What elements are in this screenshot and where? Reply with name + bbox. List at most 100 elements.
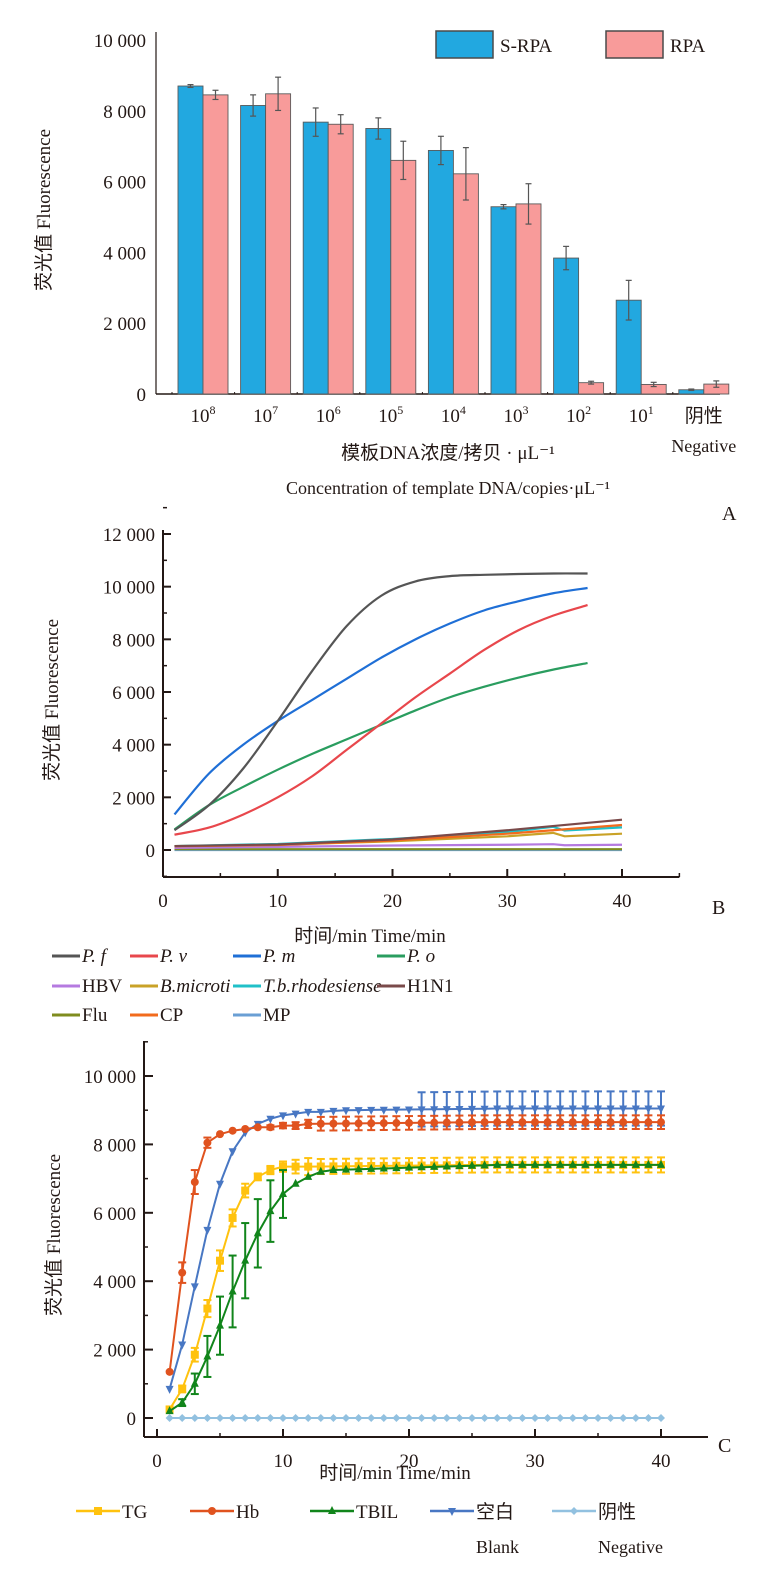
marker-circle xyxy=(631,1118,640,1127)
chart-c-y-tick-label: 8 000 xyxy=(93,1135,136,1156)
marker-triangle-up xyxy=(594,1159,602,1168)
marker-diamond xyxy=(606,1414,615,1422)
marker-triangle-down xyxy=(216,1180,224,1189)
marker-circle xyxy=(606,1118,615,1127)
marker-diamond xyxy=(619,1414,628,1422)
legend-swatch-rpa xyxy=(605,30,664,59)
legend-label-p-f: P. f xyxy=(81,946,109,967)
legend-label-p-m: P. m xyxy=(262,946,295,967)
marker-circle xyxy=(455,1118,464,1127)
marker-diamond xyxy=(644,1414,653,1422)
bar-rpa xyxy=(327,123,354,395)
chart-a-x-tick-label: 101 xyxy=(629,403,654,427)
marker-circle xyxy=(594,1118,602,1127)
chart-c-panel-letter: C xyxy=(718,1435,731,1457)
marker-diamond xyxy=(543,1414,552,1422)
bar-rpa xyxy=(265,93,292,395)
marker-circle xyxy=(543,1118,552,1127)
marker-triangle-down xyxy=(619,1105,628,1114)
marker-triangle-down xyxy=(165,1385,174,1394)
marker-circle xyxy=(568,1118,577,1127)
marker-triangle-up xyxy=(291,1178,300,1187)
marker-triangle-up xyxy=(165,1406,174,1415)
legend-label-cp: CP xyxy=(160,1005,183,1026)
marker-diamond xyxy=(367,1414,376,1422)
chart-b-y-tick-label: 8 000 xyxy=(112,630,155,651)
marker-square xyxy=(216,1256,224,1265)
marker-triangle-up xyxy=(316,1166,325,1175)
marker-triangle-down xyxy=(505,1105,514,1114)
marker-triangle-down xyxy=(448,1508,456,1516)
marker-square xyxy=(291,1162,300,1171)
series-tg xyxy=(165,1156,665,1414)
marker-diamond xyxy=(417,1414,426,1422)
marker-triangle-up xyxy=(455,1161,464,1170)
marker-triangle-up xyxy=(354,1164,363,1173)
line-p-o xyxy=(173,661,588,831)
marker-square xyxy=(266,1166,275,1175)
marker-triangle-down xyxy=(354,1107,363,1116)
series-line xyxy=(168,1107,661,1390)
marker-triangle-up xyxy=(480,1160,489,1169)
marker-diamond xyxy=(354,1414,363,1422)
chart-b: 0 2 000 4 000 6 000 8 000 10 000 12 000 0 10 20 30… xyxy=(41,506,725,1026)
marker-circle xyxy=(468,1118,476,1127)
marker-triangle-up xyxy=(328,1506,336,1514)
marker-circle xyxy=(442,1118,451,1127)
series-blank xyxy=(165,1090,665,1394)
marker-triangle-down xyxy=(392,1106,401,1115)
marker-square xyxy=(279,1162,287,1171)
series-tbil xyxy=(165,1159,665,1415)
marker-diamond xyxy=(241,1414,250,1422)
chart-b-y-tick-label: 0 xyxy=(146,841,156,862)
bar-s-rpa xyxy=(490,206,517,395)
marker-diamond xyxy=(253,1414,262,1422)
marker-diamond xyxy=(442,1414,451,1422)
marker-square xyxy=(228,1213,237,1222)
legend-label-tg: TG xyxy=(122,1502,148,1523)
legend-label-h1n1: H1N1 xyxy=(407,976,453,997)
marker-triangle-down xyxy=(644,1105,653,1114)
marker-diamond xyxy=(190,1414,199,1422)
chart-c-y-tick-label: 0 xyxy=(127,1409,137,1430)
bar-rpa xyxy=(452,173,479,395)
marker-triangle-up xyxy=(178,1397,187,1406)
marker-triangle-up xyxy=(342,1164,350,1173)
marker-triangle-up xyxy=(379,1163,388,1172)
marker-circle xyxy=(354,1119,363,1128)
chart-a-x-tick-label: 阴性 xyxy=(685,405,723,427)
chart-c-x-tick-label: 40 xyxy=(652,1451,671,1472)
marker-diamond xyxy=(216,1414,224,1422)
marker-triangle-up xyxy=(241,1255,250,1264)
chart-c: 0 2 000 4 000 6 000 8 000 10 000 0 10 20 30 40 荧光值… xyxy=(43,1041,731,1557)
marker-triangle-up xyxy=(405,1162,413,1171)
chart-b-panel-letter: B xyxy=(712,897,725,919)
marker-triangle-up xyxy=(279,1188,287,1197)
legend-label-blank: 空白 xyxy=(476,1501,514,1523)
line-h1n1 xyxy=(174,818,623,848)
marker-circle xyxy=(203,1138,212,1147)
marker-diamond xyxy=(581,1414,590,1422)
marker-circle xyxy=(329,1119,338,1128)
marker-circle xyxy=(190,1178,199,1187)
marker-triangle-down xyxy=(581,1105,590,1114)
marker-diamond xyxy=(379,1414,388,1422)
marker-triangle-down xyxy=(342,1107,350,1116)
chart-b-y-tick-label: 10 000 xyxy=(103,578,155,599)
marker-diamond xyxy=(316,1414,325,1422)
marker-triangle-up xyxy=(518,1159,527,1168)
series-line xyxy=(168,1121,661,1372)
bar-s-rpa xyxy=(427,149,454,395)
legend-label-b-microti: B.microti xyxy=(160,976,231,997)
marker-diamond xyxy=(594,1414,602,1422)
marker-triangle-down xyxy=(367,1106,376,1115)
legend-label-hb: Hb xyxy=(236,1502,259,1523)
marker-triangle-down xyxy=(190,1283,199,1292)
chart-a-x-axis-label-en: Concentration of template DNA/copies·μL⁻… xyxy=(286,478,610,498)
marker-diamond xyxy=(291,1414,300,1422)
marker-circle xyxy=(241,1125,250,1134)
legend-label-t-b-rhodesiense: T.b.rhodesiense xyxy=(263,976,382,997)
marker-triangle-down xyxy=(531,1105,539,1114)
bar-s-rpa xyxy=(240,105,267,395)
chart-b-legend: P. f P. v P. m P. o HBV B.microti T.b.rhodesie… xyxy=(52,946,453,1026)
